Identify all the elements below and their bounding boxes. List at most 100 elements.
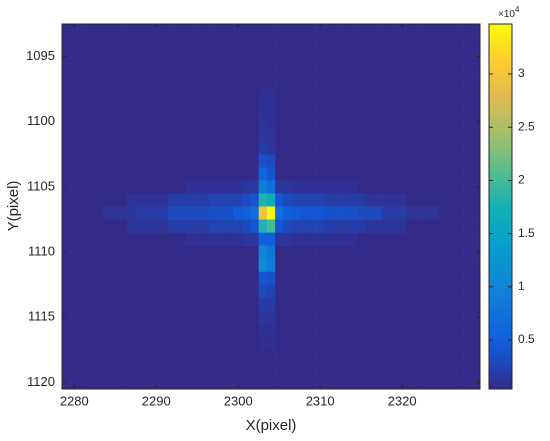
heatmap-cell: [62, 271, 71, 286]
heatmap-cell: [283, 206, 292, 220]
heatmap-cell: [160, 310, 169, 325]
heatmap-cell: [348, 245, 358, 259]
heatmap-cell: [463, 63, 473, 77]
heatmap-cell: [94, 24, 104, 38]
heatmap-cell: [316, 154, 325, 168]
heatmap-cell: [447, 102, 456, 116]
heatmap-cell: [365, 323, 374, 338]
heatmap-cell: [250, 50, 260, 64]
heatmap-cell: [307, 102, 317, 116]
heatmap-cell: [94, 310, 104, 325]
heatmap-cell: [447, 154, 456, 168]
heatmap-cell: [184, 310, 194, 325]
heatmap-cell: [119, 141, 128, 155]
heatmap-cell: [406, 245, 415, 259]
heatmap-cell: [299, 336, 309, 351]
heatmap-cell: [193, 284, 202, 299]
heatmap-cell: [447, 232, 456, 246]
heatmap-cell: [168, 115, 178, 129]
heatmap-cell: [275, 219, 284, 233]
heatmap-cell: [275, 141, 284, 155]
heatmap-cell: [111, 50, 120, 64]
heatmap-cell: [307, 362, 317, 377]
heatmap-cell: [152, 232, 161, 246]
heatmap-cell: [168, 258, 178, 272]
heatmap-cell: [135, 76, 145, 90]
heatmap-cell: [70, 115, 79, 129]
heatmap-cell: [152, 310, 161, 325]
heatmap-cell: [225, 167, 235, 181]
heatmap-cell: [250, 154, 260, 168]
heatmap-cell: [316, 37, 325, 51]
heatmap-cell: [86, 271, 96, 286]
heatmap-cell: [234, 128, 243, 142]
heatmap-cell: [209, 167, 219, 181]
heatmap-cell: [299, 258, 309, 272]
heatmap-cell: [119, 232, 128, 246]
heatmap-cell: [102, 362, 112, 377]
heatmap-cell: [258, 154, 268, 168]
heatmap-cell: [389, 232, 399, 246]
heatmap-cell: [193, 89, 202, 103]
heatmap-cell: [439, 63, 448, 77]
heatmap-cell: [414, 284, 423, 299]
heatmap-cell: [225, 180, 235, 194]
heatmap-cell: [94, 375, 104, 390]
heatmap-cell: [324, 115, 333, 129]
heatmap-cell: [275, 76, 284, 90]
heatmap-cell: [348, 63, 358, 77]
heatmap-cell: [111, 310, 120, 325]
heatmap-cell: [291, 63, 300, 77]
heatmap-cell: [422, 349, 432, 364]
heatmap-cell: [430, 154, 440, 168]
heatmap-cell: [250, 63, 260, 77]
heatmap-cell: [373, 297, 382, 312]
heatmap-cell: [184, 245, 194, 259]
heatmap-cell: [299, 245, 309, 259]
heatmap-cell: [299, 219, 309, 233]
heatmap-cell: [176, 375, 186, 390]
heatmap-cell: [332, 24, 341, 38]
heatmap-cell: [258, 336, 268, 351]
heatmap-cell: [365, 154, 374, 168]
heatmap-cell: [373, 89, 382, 103]
heatmap-cell: [168, 323, 178, 338]
heatmap-cell: [209, 206, 219, 220]
heatmap-cell: [266, 50, 276, 64]
heatmap-cell: [447, 349, 456, 364]
heatmap-cell: [291, 245, 300, 259]
heatmap-cell: [176, 310, 186, 325]
heatmap-cell: [266, 115, 276, 129]
heatmap-cell: [357, 24, 366, 38]
heatmap-cell: [102, 245, 112, 259]
heatmap-cell: [324, 89, 333, 103]
heatmap-cell: [422, 362, 432, 377]
heatmap-cell: [242, 128, 251, 142]
heatmap-cell: [176, 336, 186, 351]
heatmap-cell: [176, 206, 186, 220]
heatmap-cell: [184, 284, 194, 299]
heatmap-cell: [291, 362, 300, 377]
heatmap-cell: [357, 336, 366, 351]
heatmap-cell: [398, 271, 407, 286]
heatmap-cell: [324, 167, 333, 181]
heatmap-cell: [242, 271, 251, 286]
heatmap-cell: [430, 63, 440, 77]
heatmap-cell: [422, 128, 432, 142]
heatmap-cell: [168, 24, 178, 38]
heatmap-cell: [398, 76, 407, 90]
heatmap-cell: [283, 258, 292, 272]
heatmap-cell: [127, 232, 137, 246]
heatmap-cell: [143, 24, 153, 38]
heatmap-cell: [70, 180, 79, 194]
heatmap-cell: [86, 154, 96, 168]
heatmap-cell: [275, 193, 284, 207]
heatmap-cell: [430, 232, 440, 246]
heatmap-cell: [463, 154, 473, 168]
heatmap-cell: [455, 89, 464, 103]
heatmap-cell: [111, 76, 120, 90]
heatmap-cell: [283, 141, 292, 155]
heatmap-cell: [70, 128, 79, 142]
heatmap-cell: [266, 349, 276, 364]
